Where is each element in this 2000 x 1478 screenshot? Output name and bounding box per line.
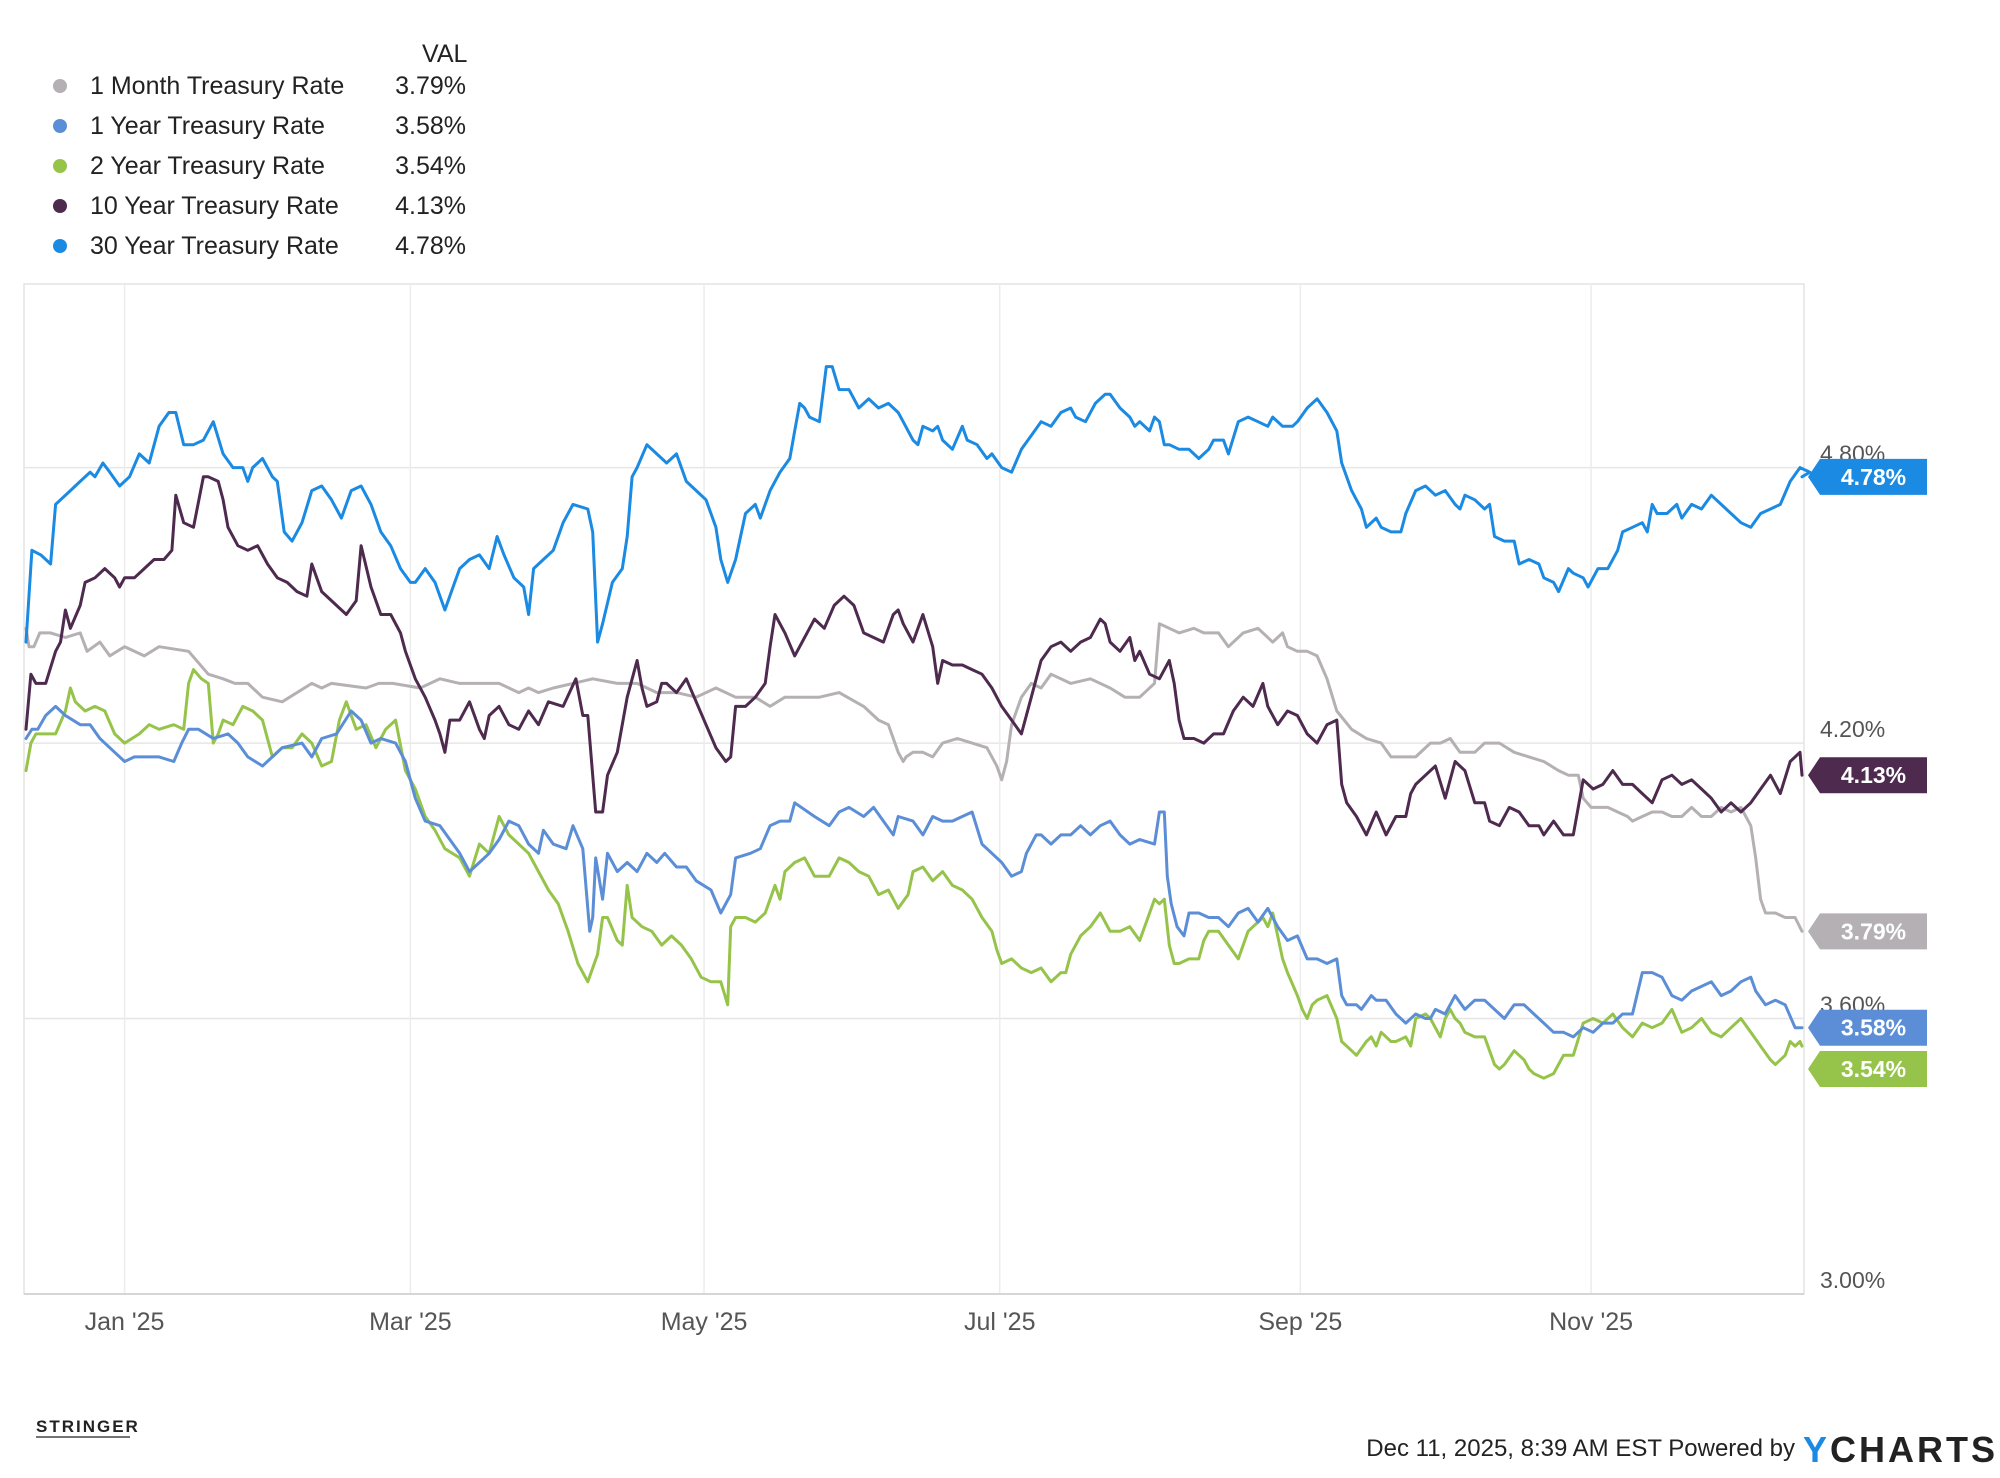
- x-tick-label: Jul '25: [964, 1308, 1035, 1336]
- badge-shape: [1808, 1051, 1927, 1088]
- legend-marker: [53, 159, 67, 173]
- legend-series-name: 1 Year Treasury Rate: [90, 112, 325, 140]
- legend-series-value: 3.54%: [395, 152, 466, 180]
- x-tick-label: Nov '25: [1549, 1308, 1633, 1336]
- last-value-badge: 3.54%: [1808, 1051, 1927, 1088]
- plot-frame: [23, 283, 1805, 1295]
- series-line-1-month-treasury-rate: [24, 622, 1804, 933]
- x-tick-label: Mar '25: [369, 1308, 452, 1336]
- x-tick-label: Sep '25: [1258, 1308, 1342, 1336]
- legend-header: VAL: [422, 40, 467, 68]
- plot-area: Jan '25 Mar '25 May '25 Jul '25 Sep '25 Nov '…: [23, 283, 1927, 1336]
- series-line-10-year-treasury-rate: [24, 475, 1804, 837]
- last-value-badge: 4.13%: [1808, 757, 1927, 794]
- badge-value: 3.79%: [1841, 918, 1906, 944]
- last-value-badge: 3.79%: [1808, 913, 1927, 950]
- last-value-badge: 4.78%: [1808, 458, 1927, 495]
- stringer-logo: STRINGER: [36, 1417, 140, 1438]
- badge-value: 3.58%: [1841, 1015, 1906, 1041]
- legend-series-value: 3.79%: [395, 72, 466, 100]
- badge-shape: [1808, 757, 1927, 794]
- legend-marker: [53, 119, 67, 133]
- series-line-30-year-treasury-rate: [24, 365, 1812, 644]
- legend: VAL 1 Month Treasury Rate 3.79% 1 Year Tre…: [53, 40, 467, 260]
- x-tick-label: May '25: [661, 1308, 748, 1336]
- ycharts-brand: YCHARTS: [1803, 1429, 1998, 1470]
- legend-series-name: 1 Month Treasury Rate: [90, 72, 344, 100]
- legend-series-name: 30 Year Treasury Rate: [90, 232, 339, 260]
- badge-value: 4.13%: [1841, 762, 1906, 788]
- legend-series-name: 10 Year Treasury Rate: [90, 192, 339, 220]
- badge-value: 4.78%: [1841, 464, 1906, 490]
- footer-timestamp: Dec 11, 2025, 8:39 AM EST Powered by: [1366, 1435, 1795, 1462]
- legend-marker: [53, 199, 67, 213]
- badge-shape: [1808, 458, 1927, 495]
- legend-series-name: 2 Year Treasury Rate: [90, 152, 325, 180]
- ycharts-logo: YCHARTS: [1803, 1429, 1998, 1470]
- legend-marker: [53, 239, 67, 253]
- badge-shape: [1808, 913, 1927, 950]
- x-tick-label: Jan '25: [85, 1308, 165, 1336]
- legend-series-value: 4.78%: [395, 232, 466, 260]
- series-line-2-year-treasury-rate: [24, 668, 1804, 1080]
- badge-shape: [1808, 1009, 1927, 1046]
- y-tick-label: 3.00%: [1820, 1267, 1885, 1293]
- legend-series-value: 3.58%: [395, 112, 466, 140]
- stringer-logo-text: STRINGER: [36, 1417, 140, 1436]
- legend-series-value: 4.13%: [395, 192, 466, 220]
- badge-value: 3.54%: [1841, 1056, 1906, 1082]
- legend-marker: [53, 79, 67, 93]
- series-line-1-year-treasury-rate: [24, 704, 1804, 1039]
- last-value-badge: 3.58%: [1808, 1009, 1927, 1046]
- y-tick-label: 4.20%: [1820, 716, 1885, 742]
- footer: STRINGER Dec 11, 2025, 8:39 AM EST Power…: [36, 1417, 1998, 1470]
